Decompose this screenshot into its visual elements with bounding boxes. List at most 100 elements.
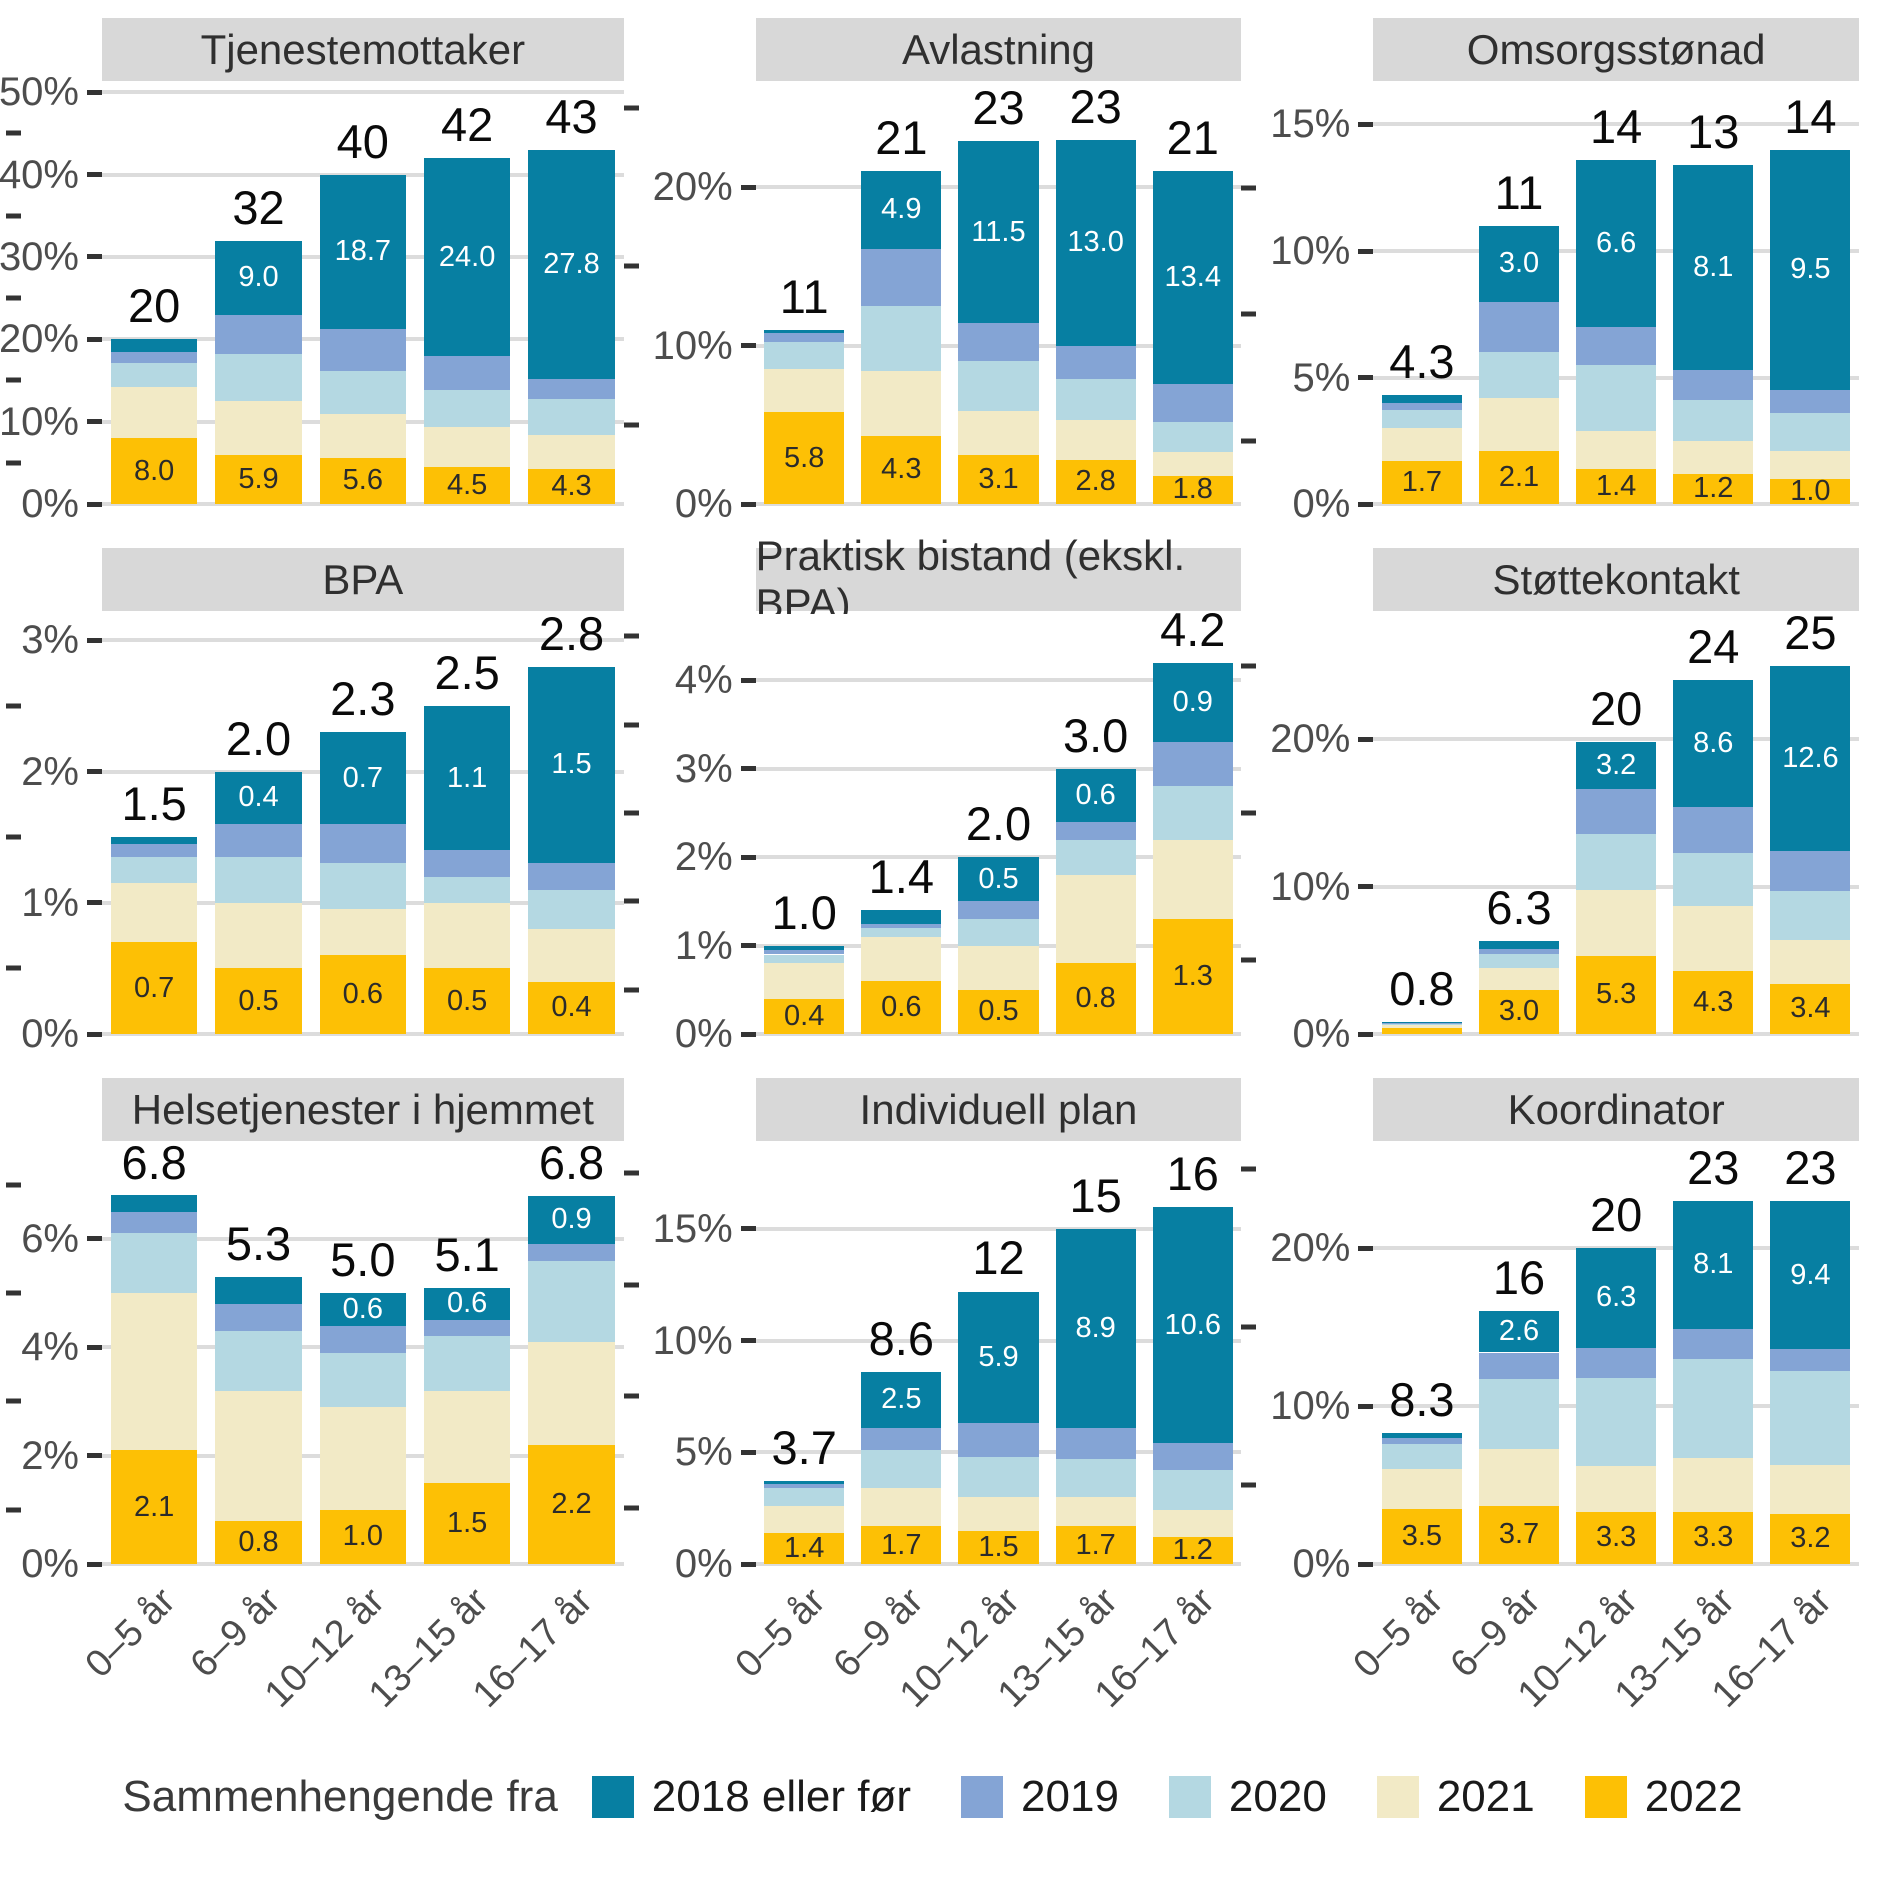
y-axis-tick: 5% [1293,358,1374,398]
bar-total-label: 1.5 [121,777,187,831]
bar-segment-2021 [764,963,845,999]
bar-total-label: 20 [1590,1188,1643,1242]
y-axis-tick-label: 0% [674,482,733,526]
gridline [102,638,624,643]
y-axis-minor-tick [6,1507,21,1513]
bar-segment-2019 [1770,851,1851,892]
y-axis-tick-mark [1358,1245,1374,1251]
legend-key-2020: 2020 [1168,1772,1327,1822]
bar-segment-label: 2.6 [1498,1315,1540,1348]
facet-row: Tjenestemottaker 0% 10% 20% 30% 40% 50% 8.0 20 5.… [0,18,1859,524]
y-axis-tick-mark [1358,121,1374,127]
bar-segment-2020 [528,399,615,435]
y-axis-minor-tick [1241,810,1257,816]
bar-total-label: 2.5 [434,645,500,699]
bar-total-label: 5.1 [434,1227,500,1281]
y-axis-tick: 3% [675,749,756,789]
bar-segment-2018 [861,910,942,924]
bar-segment-2020 [319,371,406,415]
bar-segment-2020 [215,856,302,903]
y-axis-tick: 0% [675,1014,756,1054]
bar-segment-2022: 1.4 [764,1532,845,1564]
bar-segment-label: 1.5 [446,1506,488,1539]
bar-total-label: 1.4 [868,850,935,904]
bar-segment-2020 [764,954,845,964]
y-axis-tick-label: 0% [21,1542,79,1586]
bar-segment-2021 [528,434,615,469]
facet-panel: Praktisk bistand (ekskl. BPA) 0% 1% 2% 3% 4% 0… [623,532,1242,1054]
y-axis-minor-tick [6,965,21,971]
y-axis-tick-mark [1358,375,1374,380]
bar-segment-2021 [111,387,198,439]
bar-segment-2018: 3.0 [1478,225,1560,302]
bar-segment-2022: 1.7 [861,1526,942,1564]
bar-segment-2020 [1770,891,1851,940]
y-axis-tick-label: 0% [1292,482,1351,526]
bar-segment-2021 [1770,939,1851,984]
legend-swatch-2021 [1376,1776,1419,1818]
bar-segment-2018: 0.6 [319,1293,406,1326]
y-axis-tick-label: 40% [0,152,79,197]
y-axis-tick-label: 6% [21,1216,79,1261]
y-axis-tick-mark [740,1561,756,1567]
bar-segment-label: 0.5 [978,862,1019,895]
bar-segment-label: 24.0 [438,240,496,273]
bar-segment-2020 [861,1450,942,1488]
bar-total-label: 14 [1784,89,1837,143]
facet-panel: Støttekontakt 0% 10% 20% 0.8 3.0 6.3 5.3 3.2 20 4.… [1241,548,1859,1054]
y-axis: 0% 1% 2% 3% 4% [623,614,756,1054]
bar-segment-2018: 0.6 [424,1287,511,1321]
y-axis-minor-tick [623,1393,639,1399]
y-axis-tick-mark [87,336,102,342]
bar-segment-2018: 2.5 [861,1371,942,1428]
bar-segment-2019 [528,863,615,890]
bar-segment-2020 [215,1331,302,1391]
y-axis-tick-label: 0% [21,1012,79,1056]
bar-segment-2018: 13.4 [1152,171,1233,384]
y-axis-tick-mark [1358,884,1374,890]
bar-total-label: 14 [1590,99,1643,153]
y-axis-tick: 10% [1270,864,1374,909]
bar-segment-2020 [1381,1444,1462,1470]
bar-segment-2020 [1770,412,1851,451]
bar-segment-2022: 1.3 [1152,919,1233,1034]
bar-segment-2019 [1576,326,1657,365]
gridline [102,1236,624,1241]
bar-segment-2020 [861,305,942,371]
y-axis-minor-tick [6,1182,21,1188]
y-axis: 0% 10% 20% 30% 40% 50% [0,72,102,524]
bar-total-label: 16 [1492,1251,1546,1305]
y-axis-tick-label: 20% [0,317,79,362]
bar-total-label: 11 [1494,165,1544,219]
x-axis: 0–5 år 6–9 år 10–12 år 13–15 år 16–17 år [728,1564,1242,1744]
bar-segment-2021 [861,1488,942,1526]
bar-segment-label: 2.8 [1075,465,1116,498]
y-axis-tick-label: 10% [1270,864,1351,909]
bar-segment-label: 3.2 [1595,749,1637,782]
bar-segment-2021 [528,1341,615,1445]
facet-title: Støttekontakt [1373,548,1859,611]
bar-segment-2019 [958,323,1039,362]
y-axis-tick-label: 5% [674,1430,733,1475]
y-axis-tick-label: 2% [674,835,733,880]
bar-total-label: 6.8 [121,1135,187,1189]
bar-total-label: 3.0 [1062,708,1129,762]
bar-segment-2020 [1576,1377,1657,1467]
bar-segment-2019 [764,1483,845,1488]
y-axis-tick: 15% [1270,104,1374,144]
bar-segment-2021 [1576,430,1657,469]
y-axis-tick-mark [87,254,102,260]
y-axis-tick-label: 0% [1292,1012,1351,1056]
bar-segment-2018: 4.9 [861,171,942,249]
bar-total-label: 6.8 [538,1135,605,1189]
y-axis-minor-tick [623,987,639,993]
y-axis-tick-label: 5% [1292,355,1351,400]
y-axis-tick-mark [87,769,102,774]
gridline [1373,1032,1859,1036]
bar-segment-2021 [424,427,511,467]
bar-segment-2022: 3.3 [1673,1511,1754,1564]
y-axis-tick-label: 15% [652,1206,733,1251]
bar-segment-label: 8.1 [1693,1248,1734,1281]
facet-row: BPA 0% 1% 2% 3% 0.7 1.5 0.5 0.4 2.0 0.6 0.7 2.3 0.5 1.… [6,532,1859,1054]
bar-segment-label: 18.7 [334,235,392,268]
